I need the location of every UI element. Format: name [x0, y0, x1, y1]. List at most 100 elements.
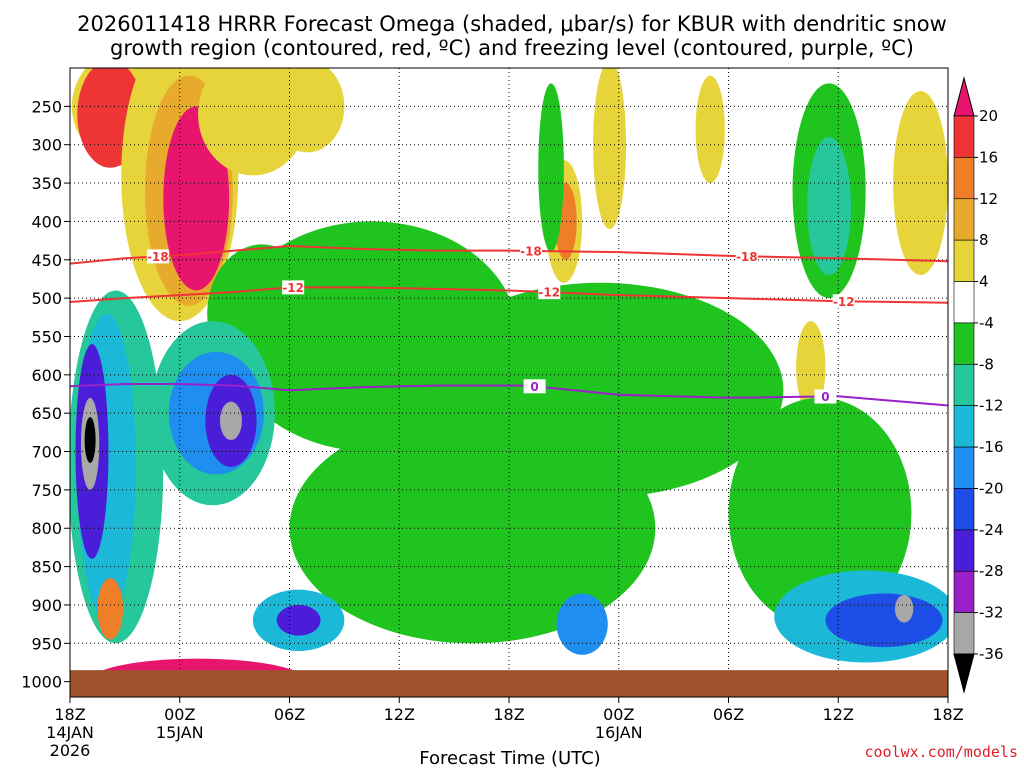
colorbar-label-10: -24: [979, 521, 1004, 539]
omega-blob-20: [289, 413, 656, 644]
colorbar-label-1: 16: [979, 148, 998, 166]
chart-title-line-2: growth region (contoured, red, ºC) and f…: [110, 36, 914, 60]
colorbar-band-8: [953, 446, 975, 489]
colorbar-bottom-triangle: [953, 653, 975, 694]
contour-label-bg-dgz_-18C-1: [519, 243, 542, 258]
x-tick-label-30: 00Z: [603, 705, 634, 724]
y-tick-label-750: 750: [31, 481, 62, 500]
contour-label-bg-freezing_0C-0: [523, 379, 546, 394]
x-tick-label-12: 06Z: [274, 705, 305, 724]
omega-blob-15: [807, 137, 852, 276]
colorbar-band-3: [953, 239, 975, 282]
omega-blob-36: [556, 593, 608, 655]
y-tick-label-400: 400: [31, 212, 62, 231]
y-tick-label-250: 250: [31, 97, 62, 116]
x-tick-label-36: 06Z: [713, 705, 744, 724]
x-tick-date-6: 15JAN: [156, 723, 204, 742]
x-tick-label-42: 12Z: [823, 705, 854, 724]
omega-blob-9: [593, 68, 627, 230]
colorbar-label-12: -32: [979, 604, 1004, 622]
colorbar: 20 16 12 8 4 -4 -8 -12 -16 -20 -24 -28 -32 -36: [953, 76, 1004, 694]
plot-area: -18 -18 -18 -12 -12 -12 0 0: [70, 68, 948, 697]
colorbar-band-6: [953, 364, 975, 406]
colorbar-label-8: -16: [979, 438, 1004, 456]
contour-label-dgz_-12C-2: -12: [833, 295, 855, 309]
omega-blob-10: [695, 75, 725, 184]
contour-label-bg-dgz_-12C-2: [832, 294, 855, 309]
colorbar-band-12: [953, 612, 975, 655]
colorbar-band-7: [953, 405, 975, 448]
colorbar-label-9: -20: [979, 479, 1004, 497]
contour-label-dgz_-12C-0: -12: [282, 281, 304, 295]
y-tick-label-350: 350: [31, 174, 62, 193]
y-tick-label-300: 300: [31, 136, 62, 155]
contour-label-bg-dgz_-18C-0: [146, 249, 169, 264]
contour-label-bg-dgz_-12C-0: [282, 280, 305, 295]
omega-blob-35: [894, 594, 914, 623]
ground-terrain: [70, 670, 948, 697]
colorbar-band-1: [953, 157, 975, 200]
y-tick-label-700: 700: [31, 443, 62, 462]
omega-blob-37: [97, 578, 124, 640]
contour-dgz_-12C: [70, 286, 948, 304]
contour-lines: -18 -18 -18 -12 -12 -12 0 0: [70, 243, 948, 407]
colorbar-band-10: [953, 529, 975, 572]
y-tick-label-550: 550: [31, 327, 62, 346]
contour-label-dgz_-18C-0: -18: [147, 250, 169, 264]
y-tick-label-950: 950: [31, 634, 62, 653]
x-axis-label: Forecast Time (UTC): [419, 748, 600, 768]
contour-label-freezing_0C-0: 0: [530, 380, 538, 394]
colorbar-label-13: -36: [979, 645, 1004, 663]
y-tick-label-800: 800: [31, 519, 62, 538]
omega-blob-26: [84, 417, 96, 464]
x-tick-date-0: 14JAN: [46, 723, 94, 742]
colorbar-label-3: 8: [979, 231, 989, 249]
x-tick-year-0: 2026: [50, 741, 91, 760]
contour-label-bg-dgz_-12C-1: [538, 285, 561, 300]
omega-blob-6: [271, 68, 345, 153]
x-tick-date-30: 16JAN: [595, 723, 643, 742]
colorbar-label-2: 12: [979, 190, 998, 208]
colorbar-label-0: 20: [979, 107, 998, 125]
contour-label-dgz_-18C-2: -18: [736, 250, 758, 264]
y-tick-label-600: 600: [31, 366, 62, 385]
y-tick-label-1000: 1000: [21, 673, 62, 692]
grid-lines: [70, 68, 948, 697]
x-tick-label-18: 12Z: [384, 705, 415, 724]
colorbar-top-triangle: [953, 76, 975, 117]
colorbar-band-0: [953, 115, 975, 158]
credit-text: coolwx.com/models: [864, 743, 1018, 761]
y-tick-label-900: 900: [31, 596, 62, 615]
contour-label-freezing_0C-1: 0: [821, 390, 829, 404]
x-tick-label-6: 00Z: [164, 705, 195, 724]
y-tick-label-650: 650: [31, 404, 62, 423]
colorbar-label-11: -28: [979, 562, 1004, 580]
y-tick-label-500: 500: [31, 289, 62, 308]
contour-label-dgz_-12C-1: -12: [538, 286, 560, 300]
contour-label-bg-dgz_-18C-2: [735, 249, 758, 264]
omega-blob-32: [276, 604, 321, 636]
colorbar-band-2: [953, 198, 975, 241]
contour-freezing_0C: [70, 383, 948, 407]
omega-blob-11: [893, 91, 948, 276]
colorbar-band-4: [953, 281, 975, 324]
x-tick-label-48: 18Z: [932, 705, 963, 724]
y-tick-label-850: 850: [31, 558, 62, 577]
x-tick-label-0: 18Z: [54, 705, 85, 724]
colorbar-band-11: [953, 570, 975, 613]
y-tick-label-450: 450: [31, 251, 62, 270]
colorbar-band-5: [953, 322, 975, 365]
colorbar-band-9: [953, 488, 975, 531]
contour-label-bg-freezing_0C-1: [814, 389, 837, 404]
contour-label-dgz_-18C-1: -18: [520, 244, 542, 258]
y-axis-ticks: 250 300 350 400 450 500 550 600 650 700 750 800 850 9…: [21, 97, 70, 692]
colorbar-label-4: 4: [979, 273, 989, 291]
omega-blob-16: [538, 83, 564, 253]
omega-blob-30: [219, 401, 242, 441]
chart-title-line-1: 2026011418 HRRR Forecast Omega (shaded, …: [77, 12, 947, 36]
omega-blob-34: [825, 593, 943, 648]
colorbar-label-7: -12: [979, 397, 1004, 415]
colorbar-label-5: -4: [979, 314, 994, 332]
